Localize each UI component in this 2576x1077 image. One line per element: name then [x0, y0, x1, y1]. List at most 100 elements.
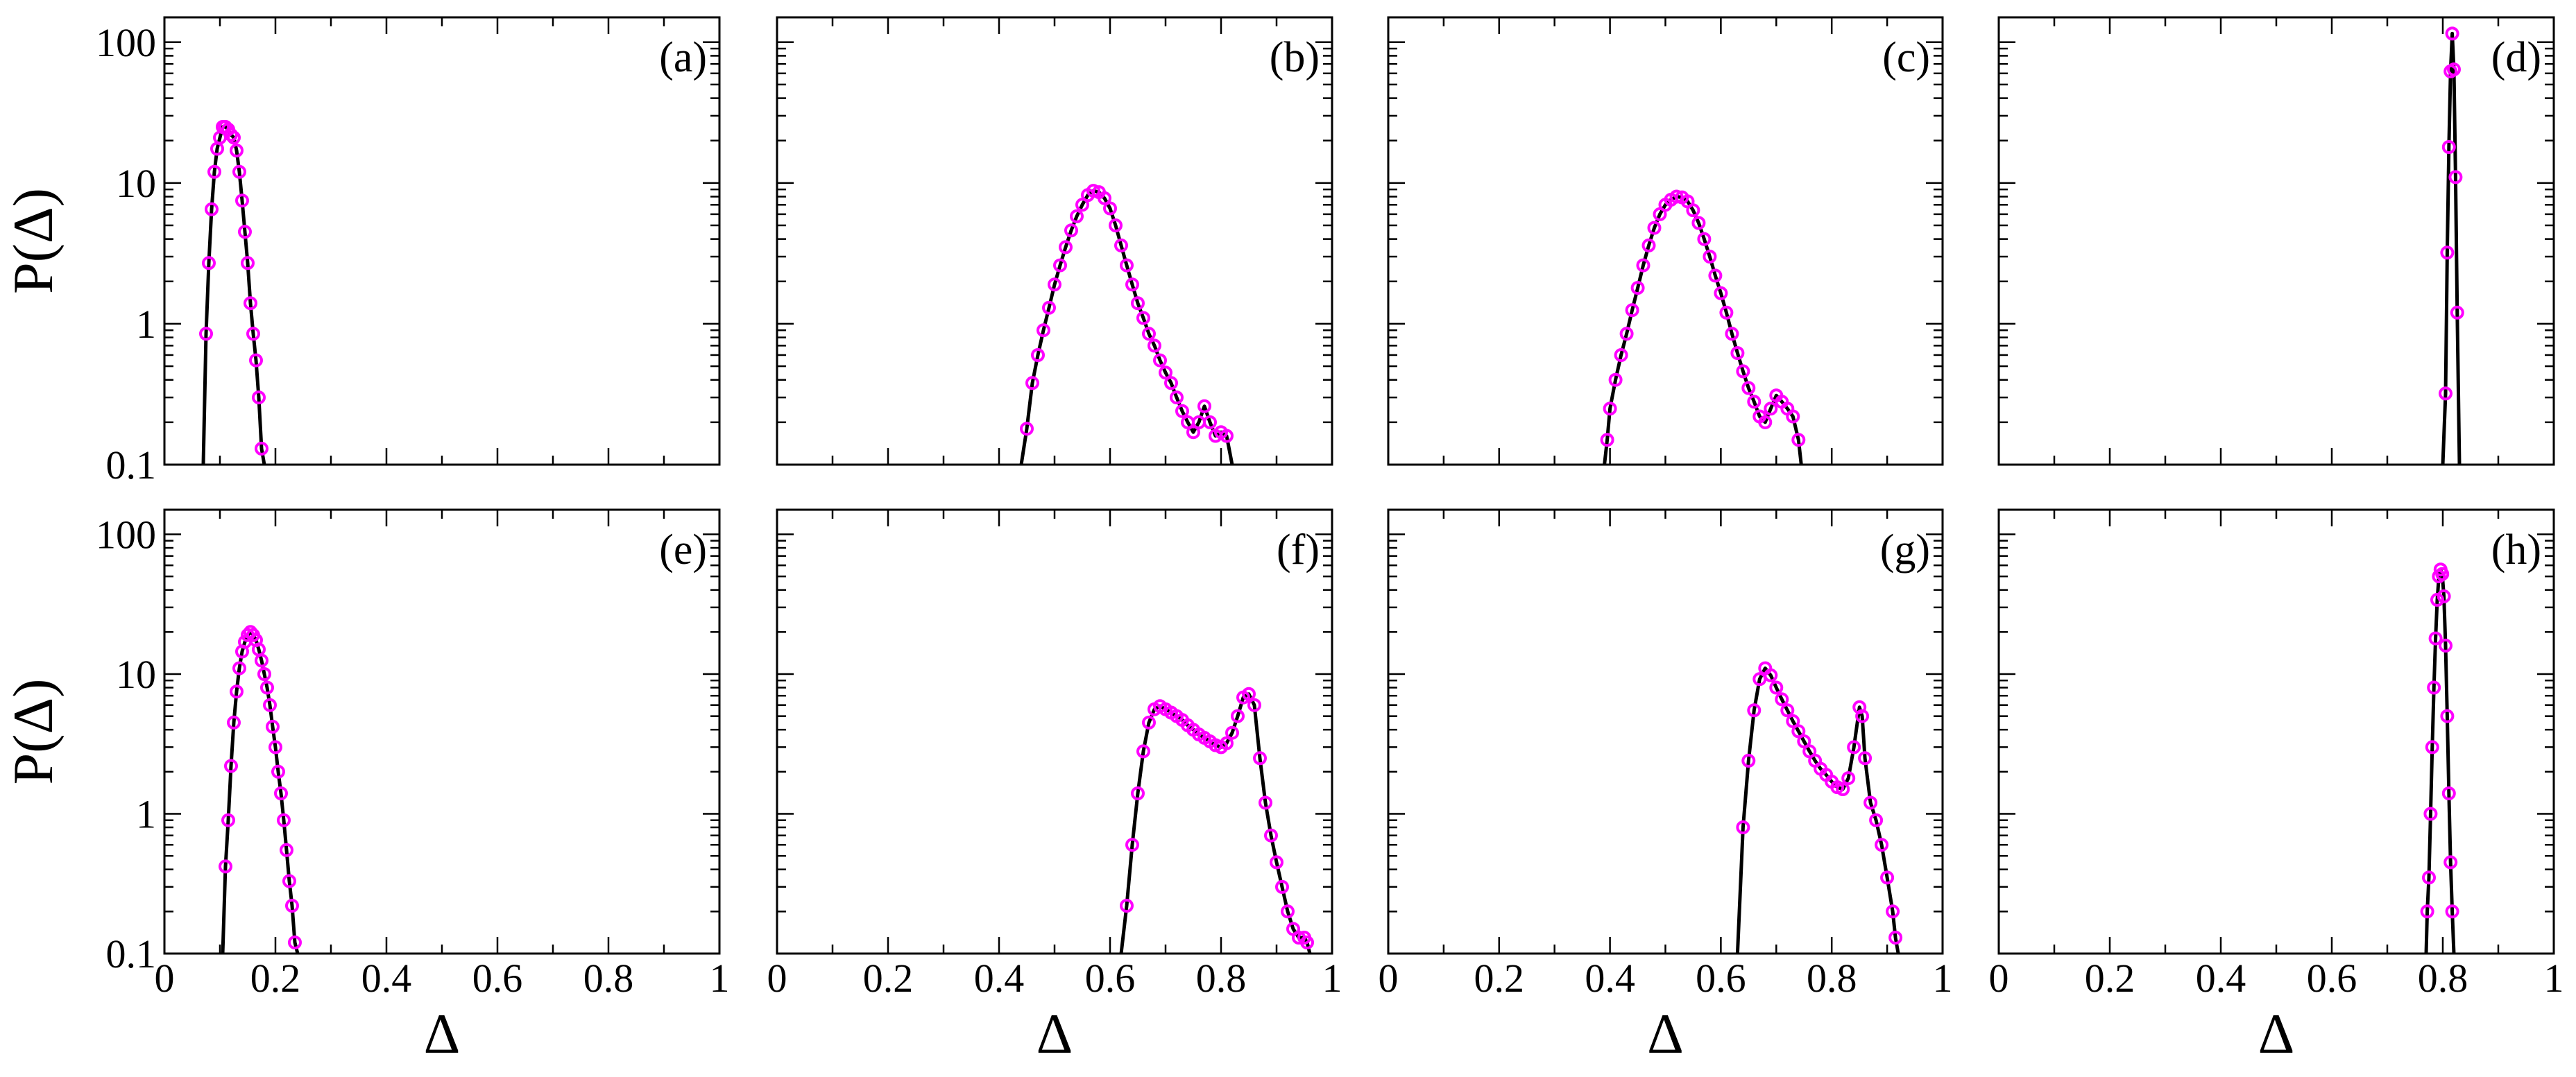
- data-point-e-25: [285, 899, 299, 913]
- data-point-f-4: [1136, 744, 1150, 759]
- data-point-e-16: [260, 680, 274, 695]
- data-point-c-17: [1686, 203, 1700, 218]
- data-point-c-18: [1691, 216, 1706, 230]
- data-point-c-20: [1703, 250, 1717, 264]
- data-point-f-27: [1264, 828, 1278, 843]
- data-point-e-22: [277, 813, 291, 827]
- series-line-c: [1603, 195, 1803, 465]
- panel-frame-e: [163, 508, 721, 955]
- data-point-a-1: [199, 327, 213, 341]
- panel-frame-f: [776, 508, 1333, 955]
- data-point-e-15: [257, 667, 271, 681]
- data-point-b-3: [1031, 348, 1045, 362]
- data-point-g-19: [1836, 782, 1850, 796]
- data-point-h-12: [2439, 638, 2453, 653]
- y-tick-label: 100: [96, 512, 156, 557]
- data-point-b-19: [1120, 258, 1134, 273]
- data-point-b-8: [1059, 240, 1073, 255]
- data-point-b-21: [1131, 296, 1145, 311]
- data-point-e-18: [266, 719, 280, 734]
- data-point-c-26: [1736, 364, 1750, 379]
- x-tick-label: 0.8: [583, 956, 634, 1001]
- data-point-a-17: [244, 296, 257, 311]
- data-point-f-5: [1142, 715, 1156, 730]
- data-point-a-13: [232, 164, 246, 179]
- data-point-h-1: [2420, 904, 2434, 919]
- x-tick-label: 1: [710, 956, 730, 1001]
- data-point-e-24: [282, 874, 296, 888]
- data-point-b-27: [1164, 376, 1178, 390]
- data-point-c-19: [1697, 232, 1712, 246]
- series-line-g: [1735, 666, 1900, 954]
- data-point-e-3: [224, 759, 238, 773]
- data-point-f-23: [1242, 687, 1256, 701]
- panel-label-a: (a): [659, 34, 707, 81]
- data-point-b-24: [1148, 338, 1161, 353]
- data-point-e-23: [280, 843, 293, 857]
- data-point-g-7: [1769, 680, 1784, 695]
- data-point-g-3: [1747, 703, 1762, 718]
- data-point-f-25: [1253, 751, 1267, 766]
- data-point-e-4: [227, 715, 241, 730]
- data-point-c-5: [1619, 327, 1634, 341]
- y-axis-label: P(Δ): [1, 188, 65, 294]
- data-point-g-23: [1855, 709, 1870, 723]
- data-point-c-35: [1786, 409, 1800, 424]
- data-point-b-10: [1070, 209, 1084, 223]
- panel-frame-d: [1997, 16, 2555, 466]
- data-point-h-7: [2430, 592, 2444, 607]
- data-point-e-17: [263, 698, 277, 712]
- data-point-b-9: [1064, 223, 1078, 238]
- data-point-a-19: [249, 353, 263, 368]
- data-point-a-21: [255, 441, 268, 456]
- panel-label-h: (h): [2491, 526, 2541, 574]
- data-point-c-23: [1719, 305, 1734, 320]
- data-point-c-30: [1758, 415, 1773, 429]
- data-point-e-2: [221, 813, 235, 827]
- x-tick-label: 0.2: [1474, 956, 1525, 1001]
- data-point-h-2: [2422, 870, 2436, 885]
- x-tick-label: 0: [1379, 956, 1399, 1001]
- data-point-a-10: [224, 128, 238, 142]
- data-point-g-27: [1875, 838, 1889, 852]
- data-point-d-5: [2445, 26, 2459, 41]
- data-point-h-3: [2423, 807, 2438, 821]
- data-point-a-20: [252, 390, 266, 405]
- data-point-b-37: [1220, 429, 1234, 443]
- data-point-b-15: [1098, 191, 1111, 205]
- x-axis-label: Δ: [2258, 1002, 2295, 1065]
- data-point-b-1: [1020, 422, 1034, 436]
- data-point-f-24: [1247, 698, 1261, 712]
- data-point-b-23: [1142, 327, 1156, 341]
- data-point-f-2: [1125, 838, 1139, 852]
- x-tick-label: 0.2: [2085, 956, 2135, 1001]
- series-line-b: [1019, 189, 1234, 465]
- panel-frames: [163, 16, 2555, 955]
- data-point-d-7: [2448, 170, 2463, 184]
- data-point-h-16: [2445, 904, 2459, 919]
- data-point-e-5: [230, 684, 244, 699]
- data-point-c-24: [1725, 327, 1739, 341]
- data-point-b-20: [1125, 277, 1139, 292]
- data-point-c-28: [1747, 395, 1762, 409]
- data-point-f-34: [1300, 936, 1314, 949]
- data-point-d-6: [2447, 62, 2461, 77]
- data-point-c-14: [1669, 189, 1684, 204]
- data-point-h-4: [2425, 740, 2439, 755]
- data-point-b-6: [1048, 277, 1061, 292]
- data-point-e-19: [268, 740, 282, 755]
- data-point-b-16: [1103, 201, 1117, 216]
- x-tick-label: 0: [155, 956, 175, 1001]
- data-point-b-5: [1042, 300, 1056, 315]
- x-tick-label: 0.2: [250, 956, 301, 1001]
- panel-frame-h: [1997, 508, 2555, 955]
- data-point-c-27: [1741, 381, 1756, 395]
- panel-label-f: (f): [1277, 526, 1320, 574]
- x-tick-label: 0.6: [1696, 956, 1746, 1001]
- data-point-e-26: [288, 936, 302, 949]
- data-point-g-26: [1869, 813, 1884, 827]
- data-point-e-20: [271, 764, 285, 779]
- data-point-g-9: [1780, 703, 1795, 718]
- data-point-e-14: [255, 653, 268, 668]
